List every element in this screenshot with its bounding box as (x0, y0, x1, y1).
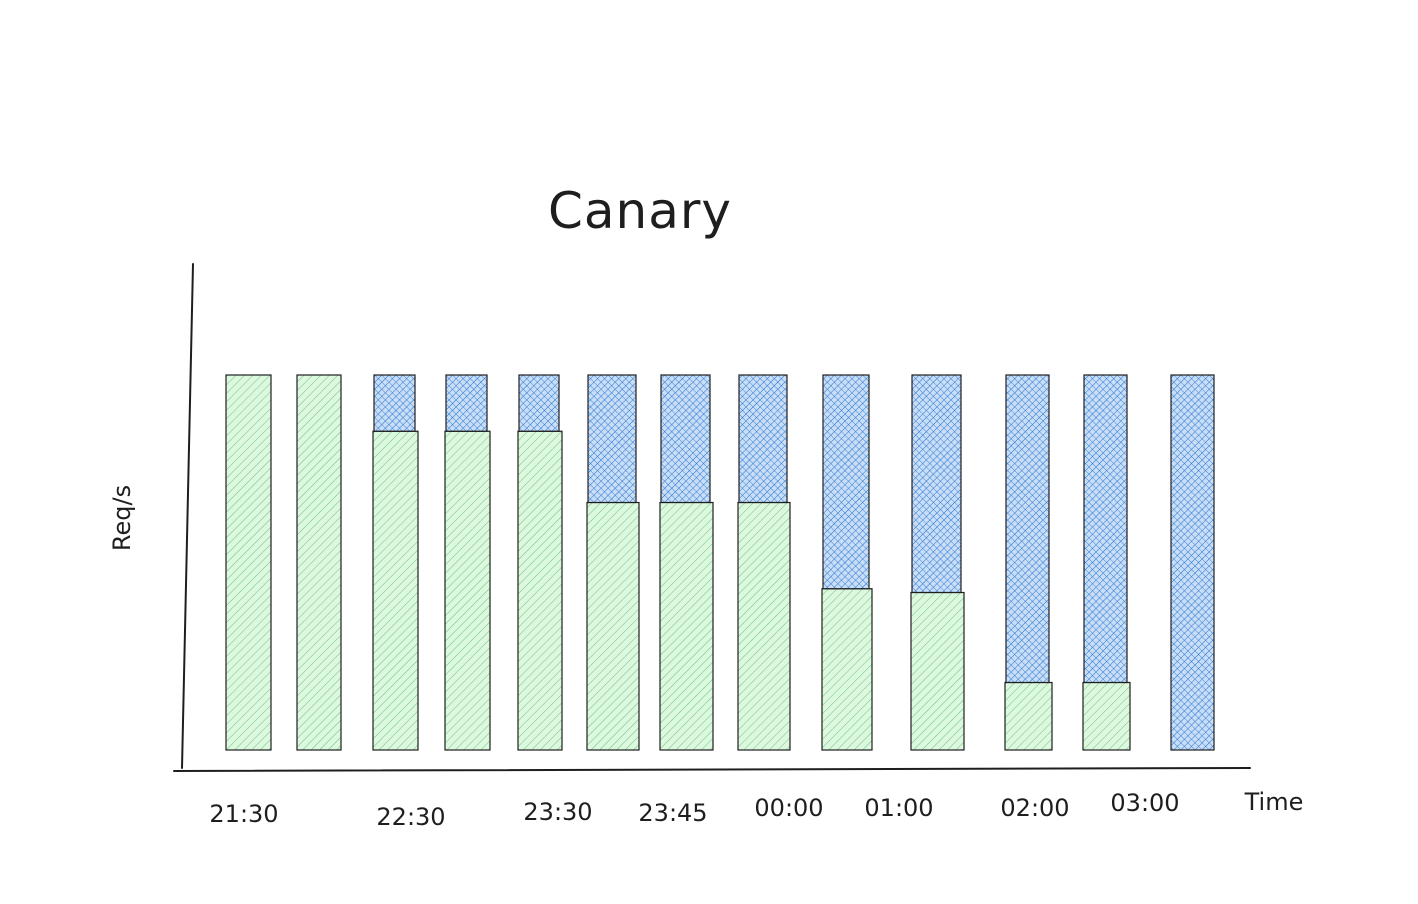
bar-blue-segment (738, 374, 788, 504)
bar-blue-segment (587, 374, 637, 504)
bar-green-segment (659, 501, 714, 751)
y-axis-line (181, 263, 194, 769)
bar-green-segment (737, 501, 791, 751)
x-tick-label: 22:30 (376, 803, 445, 831)
bar-blue-segment (660, 374, 711, 504)
bar-blue-segment (1005, 374, 1050, 684)
bar-green-segment (821, 588, 873, 751)
x-tick-label: 23:30 (523, 798, 592, 826)
bar-blue-segment (1083, 374, 1128, 684)
bar-green-segment (444, 430, 491, 751)
bar-blue-segment (1170, 374, 1215, 751)
bar-blue-segment (911, 374, 962, 594)
x-tick-label: 23:45 (638, 799, 707, 827)
bar-group (225, 374, 1215, 751)
bar-green-segment (1082, 681, 1131, 751)
y-axis-label: Req/s (108, 485, 136, 551)
x-axis-line (173, 767, 1251, 772)
x-tick-label: 21:30 (209, 800, 278, 828)
bar-green-segment (372, 430, 419, 751)
bar-green-segment (1004, 681, 1053, 751)
chart-title: Canary (548, 182, 732, 240)
x-tick-label: 02:00 (1000, 794, 1069, 822)
bar-green-segment (910, 591, 965, 751)
bar-blue-segment (822, 374, 870, 590)
bar-green-segment (296, 374, 342, 751)
bar-green-segment (225, 374, 272, 751)
bar-blue-segment (445, 374, 488, 432)
x-axis-label: Time (1244, 788, 1304, 816)
bar-blue-segment (373, 374, 416, 432)
x-tick-label: 03:00 (1110, 789, 1179, 817)
x-tick-label: 01:00 (864, 794, 933, 822)
x-tick-label: 00:00 (754, 794, 823, 822)
bar-green-segment (586, 501, 640, 751)
bar-green-segment (517, 430, 563, 751)
bar-blue-segment (518, 374, 560, 432)
